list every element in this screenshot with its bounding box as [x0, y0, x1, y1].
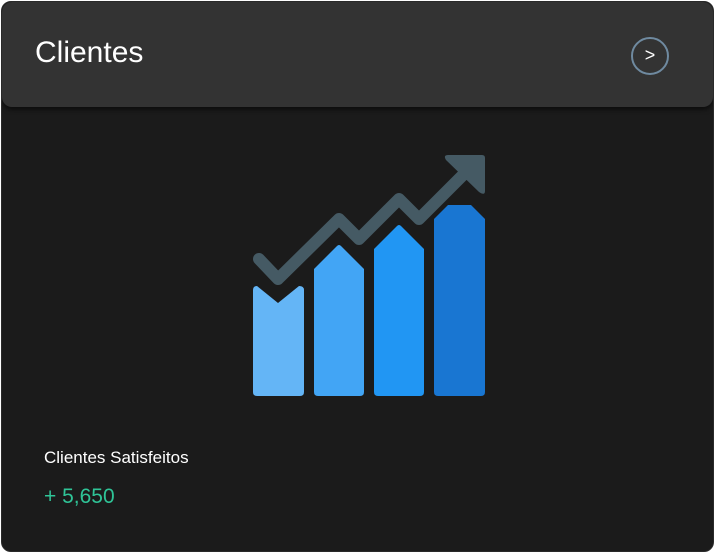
card-title: Clientes	[35, 36, 144, 69]
stat-value: + 5,650	[44, 485, 115, 508]
trend-arrowhead	[444, 155, 485, 194]
bar-1	[253, 286, 304, 396]
card-header: Clientes >	[2, 2, 713, 107]
bar-2	[314, 245, 364, 396]
bar-4	[434, 205, 485, 396]
bar-3	[374, 225, 424, 396]
next-button[interactable]: >	[631, 37, 669, 75]
trend-line	[253, 169, 469, 285]
stat-label: Clientes Satisfeitos	[44, 448, 189, 467]
